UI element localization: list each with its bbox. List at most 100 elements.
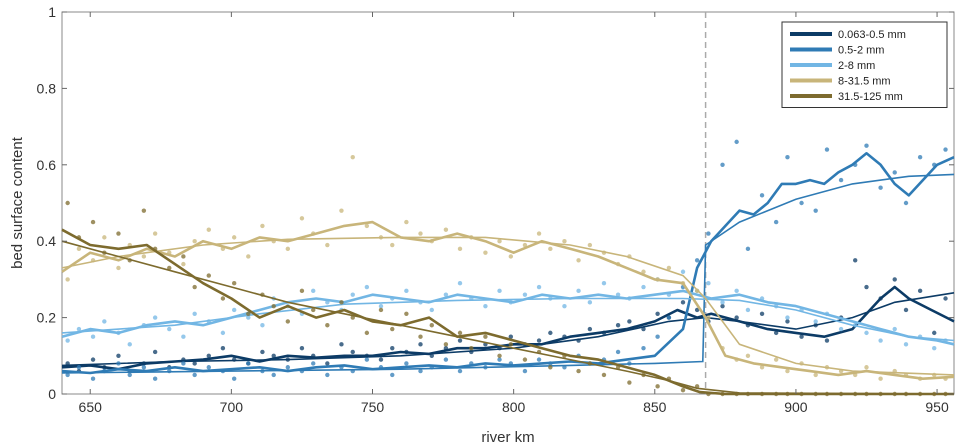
data-point [364,284,370,290]
data-point [271,353,276,358]
data-point [299,345,305,351]
data-point [152,349,158,355]
data-point [587,242,593,248]
data-point [878,338,883,343]
data-point [260,323,265,328]
data-point [655,384,660,389]
data-point [615,323,621,328]
trend-line [61,292,955,367]
data-point [192,372,197,378]
data-point [65,200,70,206]
data-point [813,208,818,213]
data-point [246,315,251,320]
data-point [418,231,423,236]
data-point [917,154,923,160]
data-point [720,162,725,167]
data-point [627,319,632,324]
data-point [483,334,488,339]
data-point [497,357,502,362]
data-point [260,223,265,229]
data-point [246,361,251,366]
data-point [457,338,463,343]
data-point [127,342,132,347]
data-point [181,261,186,267]
data-point [325,372,330,378]
data-point [641,284,646,290]
data-point [457,368,463,374]
data-point [457,330,463,336]
data-point [734,139,739,145]
data-point [404,311,409,316]
data-point [220,296,226,301]
data-point [785,368,790,374]
data-point [418,342,423,347]
data-point [536,231,542,236]
data-point [576,288,581,294]
x-tick-label: 900 [784,399,808,415]
x-tick-label: 850 [643,399,667,415]
series-2 [61,269,955,351]
data-point [181,361,186,366]
data-point [824,338,830,343]
data-point [325,361,330,366]
data-point [627,380,632,385]
data-point [76,246,82,252]
data-point [220,345,226,351]
legend-entry: 2-8 mm [838,60,875,72]
data-point [65,338,70,343]
data-point [378,357,384,362]
data-point [759,193,765,198]
data-point [655,334,660,339]
data-point [813,319,818,324]
x-tick-label: 800 [502,399,526,415]
data-point [745,353,751,358]
data-point [932,345,937,351]
data-point [759,311,765,316]
y-axis-label: bed surface content [9,136,26,269]
data-point [127,372,132,378]
data-point [508,334,514,339]
legend-entry: 31.5-125 mm [838,91,903,103]
trend-line [61,240,955,395]
data-point [469,345,474,351]
data-point [418,368,423,374]
data-point [350,292,355,297]
data-point [116,231,121,236]
data-layer [61,139,955,397]
data-point [339,300,344,305]
data-point [429,323,434,328]
data-point [917,288,923,294]
data-point [192,311,197,316]
data-point [615,349,621,355]
data-point [562,303,567,309]
data-point [838,177,844,183]
data-point [457,246,463,252]
data-point [615,292,621,297]
data-point [271,303,276,309]
moving-average-line [61,228,954,396]
trend-line [61,236,955,376]
data-point [152,231,158,236]
y-tick-label: 0.8 [37,80,57,96]
series-0 [61,258,955,374]
moving-average-line [61,289,955,346]
data-point [116,353,121,358]
data-point [65,372,70,378]
y-tick-label: 0 [48,386,56,402]
data-point [601,372,607,378]
series-3 [61,154,955,381]
trend-line [61,173,955,374]
data-point [90,376,96,381]
trend-line [61,297,955,342]
data-point [497,239,502,244]
data-point [285,319,291,324]
data-point [536,357,542,362]
data-point [429,307,434,313]
data-point [90,357,96,362]
data-point [497,288,502,294]
data-point [576,368,581,374]
data-point [404,219,409,225]
data-point [231,307,237,313]
data-point [378,307,384,313]
